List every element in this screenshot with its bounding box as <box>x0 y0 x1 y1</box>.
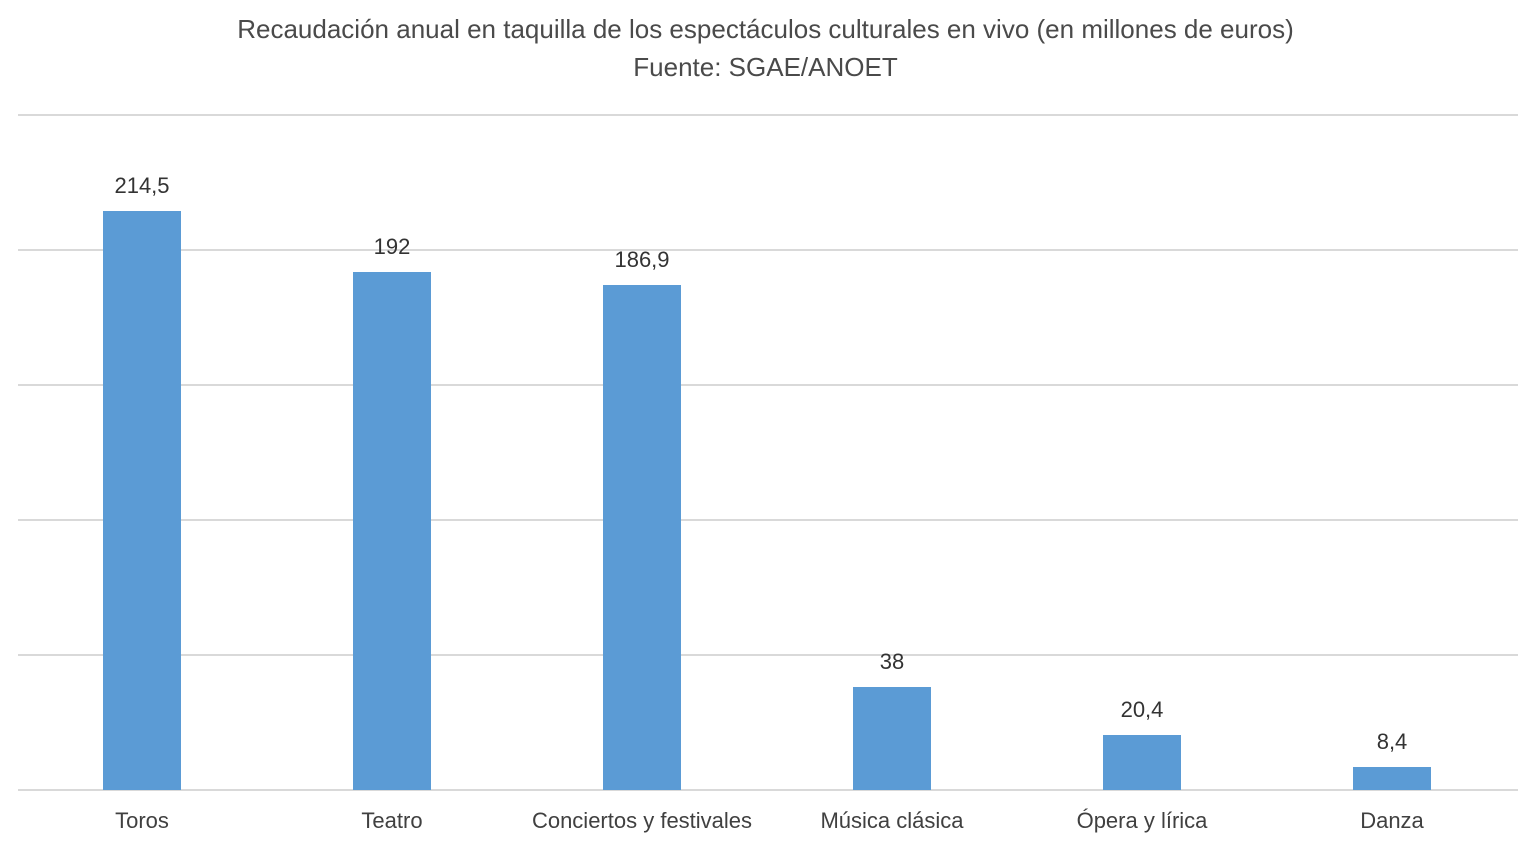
category-label: Toros <box>115 808 169 833</box>
bar <box>853 687 931 790</box>
gridline <box>18 384 1518 386</box>
category-label: Música clásica <box>820 808 964 833</box>
value-label: 186,9 <box>614 247 670 273</box>
plot-area: 214,5 192 186,9 38 20,4 8,4 <box>18 114 1518 791</box>
bar <box>603 285 681 790</box>
category-label: Teatro <box>361 808 423 833</box>
gridline <box>18 789 1518 791</box>
bar <box>1353 767 1431 790</box>
category-label: Conciertos y festivales <box>531 808 753 833</box>
chart-subtitle: Fuente: SGAE/ANOET <box>633 52 898 82</box>
bar <box>103 210 181 790</box>
value-label: 20,4 <box>1120 696 1164 722</box>
gridline <box>18 114 1518 116</box>
value-label: 8,4 <box>1376 729 1408 755</box>
bar <box>353 271 431 790</box>
category-label: Ópera y lírica <box>1076 808 1208 833</box>
gridline <box>18 654 1518 656</box>
value-label: 38 <box>879 649 905 675</box>
chart-title: Recaudación anual en taquilla de los esp… <box>237 14 1294 44</box>
bar <box>1103 734 1181 790</box>
gridline <box>18 519 1518 521</box>
gridline <box>18 249 1518 251</box>
value-label: 192 <box>373 233 411 259</box>
value-label: 214,5 <box>114 172 170 198</box>
category-label: Danza <box>1360 808 1424 833</box>
